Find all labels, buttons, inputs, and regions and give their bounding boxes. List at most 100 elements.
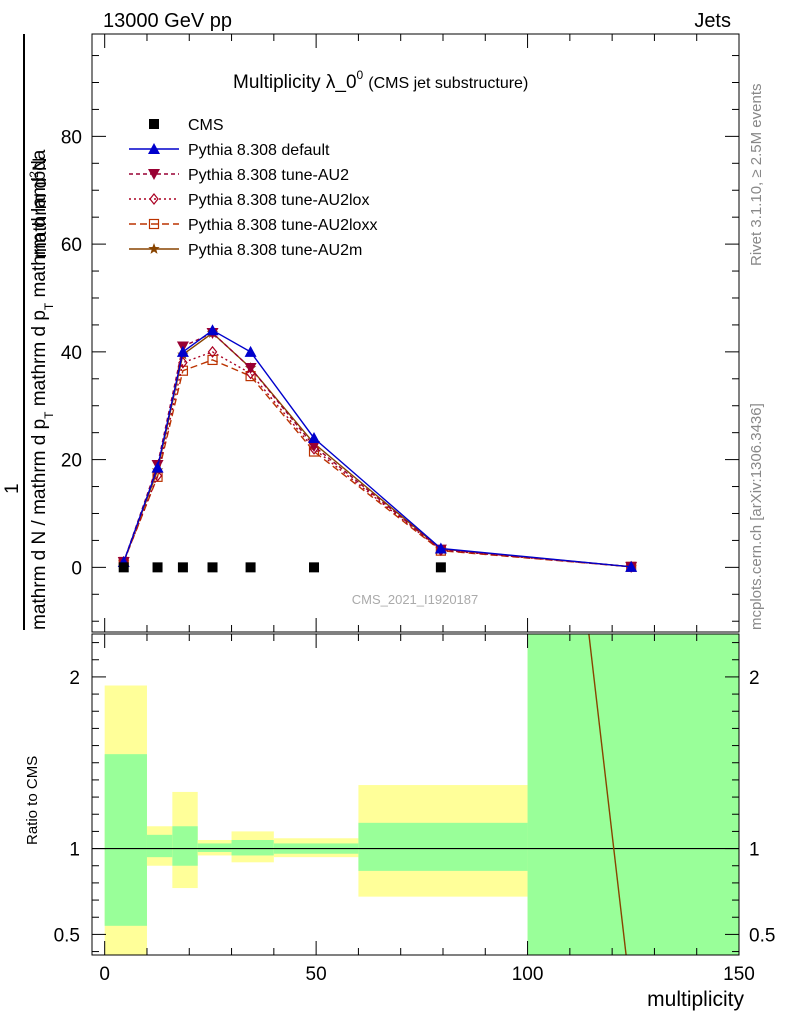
x-axis-label: multiplicity [647,988,744,1011]
x-tick-label: 50 [306,964,327,985]
legend-label: Pythia 8.308 tune-AU2lox [188,192,369,209]
x-tick-label: 150 [723,964,755,985]
data-point-au2 [308,441,321,453]
legend-label: Pythia 8.308 tune-AU2m [188,242,362,259]
legend: CMS Pythia 8.308 default Pythia 8.308 tune… [129,117,377,259]
legend-label: Pythia 8.308 tune-AU2loxx [188,217,377,234]
data-point-cms [245,562,256,573]
legend-entry-default: Pythia 8.308 default [129,142,330,159]
legend-entry-au2m: Pythia 8.308 tune-AU2m [129,242,362,259]
legend-label: CMS [188,117,224,134]
ratio-ytick-label-right: 1 [749,840,760,861]
data-point-au2loxx [207,354,218,366]
ratio-band-inner [197,843,232,853]
data-point-cms [152,562,163,573]
header-right: Jets [694,10,731,32]
ylabel-den-sub2: T [42,302,56,310]
data-point-default [151,461,164,473]
data-point-default [244,345,257,357]
legend-label: Pythia 8.308 tune-AU2 [188,167,349,184]
legend-label: Pythia 8.308 default [188,142,330,159]
ylabel-den-sub1: T [42,411,56,419]
ylabel-denominator: mathrm d N / mathrm d pT mathrm d pT mat… [29,149,56,630]
ylabel-numerator: mathrm d2N [27,157,51,258]
series-au2loxx [118,354,637,572]
ratio-plot-frame [91,633,740,956]
data-point-default [434,542,447,554]
x-tick-label: 0 [99,964,110,985]
main-series [117,324,638,573]
ylabel-num-end: N [30,157,51,171]
series-line-au2loxx [123,359,632,568]
series-default [117,324,638,572]
main-panel: 0 20 40 60 80 CMS_2021_I1920187 Multiplicity… [61,33,740,633]
legend-marker [149,193,159,205]
plot-title: Multiplicity λ_00 (CMS jet substructure) [233,68,528,93]
ratio-band-inner [104,754,147,926]
series-line-au2 [123,332,632,568]
main-ytick-label: 80 [61,127,82,148]
ratio-ytick-label-right: 2 [749,668,760,689]
ratio-bands [104,634,739,955]
main-y-ticks: 0 20 40 60 80 [61,55,739,622]
data-point-cms [118,562,129,573]
ylabel-num-sup: 2 [27,171,41,178]
ylabel-one: 1 [2,483,23,494]
ratio-x-ticks: 0 50 100 150 [99,634,755,985]
ratio-ytick-label: 1 [69,840,80,861]
ratio-lines [92,634,739,955]
plot-title-main: Multiplicity λ_0 [233,72,357,93]
data-point-au2lox [245,367,256,380]
main-x-ticks [104,34,740,632]
series-line-au2lox [123,351,632,568]
data-point-au2lox [207,345,218,358]
ratio-band-inner [231,839,274,856]
series-au2m [118,327,637,572]
series-au2 [117,328,638,573]
data-point-cms [207,562,218,573]
ratio-ytick-label-right: 0.5 [749,925,775,946]
ratio-band-inner [358,822,528,871]
ylabel-den-c: mathrm d lambda [29,149,50,303]
main-ytick-label: 20 [61,451,82,472]
rivet-label: Rivet 3.1.10, ≥ 2.5M events [748,84,765,267]
data-point-default [308,432,321,444]
data-point-cms [309,562,320,573]
watermark: CMS_2021_I1920187 [352,592,479,607]
data-point-default [625,560,638,572]
plot-title-sub: (CMS jet substructure) [368,75,528,92]
legend-entry-au2lox: Pythia 8.308 tune-AU2lox [129,192,369,209]
ylabel-num-a: mathrm d [30,178,51,258]
ratio-ylabel: Ratio to CMS [24,756,41,845]
main-ytick-label: 0 [71,558,82,579]
ratio-ytick-label: 0.5 [54,925,80,946]
ratio-panel: 0.5 0.5 1 1 2 2 0 50 100 150 Ratio to CMS multip… [24,633,775,1011]
series-line-default [123,329,632,568]
legend-marker [148,169,160,180]
legend-entry-au2loxx: Pythia 8.308 tune-AU2loxx [129,217,377,234]
series-cms [118,562,446,573]
ylabel-den-b: mathrm d p [29,310,50,411]
ratio-mc-line [588,634,627,955]
legend-marker [148,218,160,230]
main-ytick-label: 60 [61,235,82,256]
data-point-default [176,345,189,357]
main-ytick-label: 40 [61,343,82,364]
data-point-cms [435,562,446,573]
series-au2lox [118,345,636,573]
legend-marker [149,119,159,129]
ratio-band-inner [527,634,739,955]
main-plot-frame [91,33,740,633]
data-point-default [206,324,219,336]
legend-marker [148,243,160,254]
legend-marker [148,143,160,154]
mcplots-label: mcplots.cern.ch [arXiv:1306.3436] [748,403,765,630]
data-point-au2 [244,363,257,375]
legend-entry-cms: CMS [149,117,224,134]
ratio-band-inner [172,826,198,866]
header-left: 13000 GeV pp [103,10,232,32]
ratio-band-inner [146,834,173,858]
main-ylabel: mathrm d2N 1 mathrm d N / mathrm d pT ma… [2,34,56,630]
legend-entry-au2: Pythia 8.308 tune-AU2 [129,167,349,184]
